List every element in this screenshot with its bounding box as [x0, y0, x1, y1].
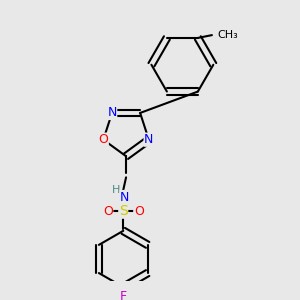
- Text: F: F: [120, 290, 127, 300]
- Text: O: O: [134, 205, 144, 218]
- Text: N: N: [120, 190, 129, 203]
- Text: CH₃: CH₃: [218, 30, 238, 40]
- Text: H: H: [112, 185, 120, 195]
- Text: O: O: [103, 205, 113, 218]
- Text: S: S: [119, 204, 128, 218]
- Text: N: N: [144, 133, 154, 146]
- Text: O: O: [98, 133, 108, 146]
- Text: N: N: [107, 106, 117, 119]
